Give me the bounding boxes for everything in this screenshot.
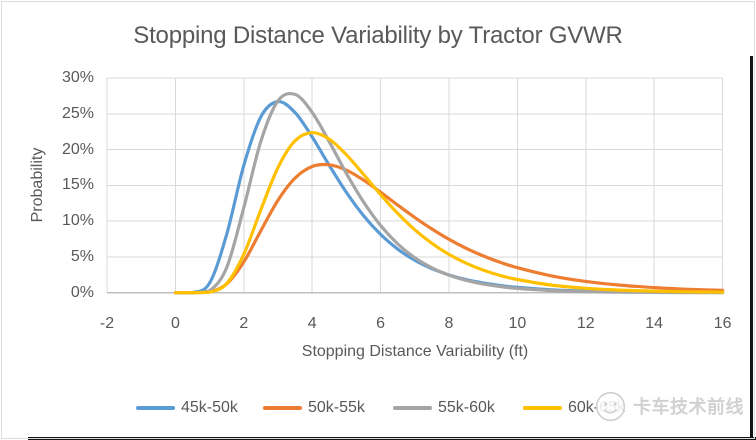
y-tick-label: 30% — [61, 69, 94, 87]
legend-swatch — [136, 406, 175, 410]
legend-swatch — [393, 406, 432, 410]
y-tick-label: 15% — [61, 176, 94, 194]
legend-item-55k-60k: 55k-60k — [393, 398, 495, 418]
y-tick-label: 5% — [70, 247, 94, 265]
legend-label: 45k-50k — [181, 399, 238, 416]
y-tick-label: 10% — [61, 212, 94, 230]
y-tick-label: 25% — [61, 104, 94, 122]
legend-label: 55k-60k — [438, 399, 495, 416]
x-tick-label: 2 — [239, 315, 249, 332]
crop-edge-bottom — [28, 436, 756, 440]
watermark: 卡车技术前线 — [595, 390, 744, 422]
y-tick-label: 20% — [61, 140, 94, 158]
x-tick-label: 16 — [713, 315, 732, 332]
series-curve-50k-55k — [173, 162, 725, 295]
x-tick-label: -2 — [99, 315, 115, 332]
crop-edge-right — [750, 56, 753, 437]
x-tick-label: 10 — [508, 315, 527, 332]
x-tick-label: 0 — [170, 315, 180, 332]
legend-item-45k-50k: 45k-50k — [136, 398, 238, 418]
x-tick-label: 6 — [376, 315, 386, 332]
x-tick-label: 12 — [576, 315, 595, 332]
x-tick-label: 8 — [444, 315, 454, 332]
chart-title: Stopping Distance Variability by Tractor… — [133, 22, 623, 49]
legend-swatch — [523, 406, 562, 410]
watermark-logo-icon — [595, 391, 626, 421]
x-tick-label: 14 — [645, 315, 664, 332]
x-tick-label: 4 — [307, 315, 317, 332]
series-curve-55k-60k — [173, 91, 725, 295]
legend-swatch — [263, 406, 302, 410]
y-tick-label: 0% — [70, 283, 94, 301]
legend-label: 50k-55k — [308, 399, 365, 416]
watermark-text: 卡车技术前线 — [633, 397, 744, 417]
x-axis-title: Stopping Distance Variability (ft) — [301, 343, 529, 360]
legend-item-50k-55k: 50k-55k — [263, 398, 365, 418]
series-curve-60k-65k — [173, 131, 725, 295]
